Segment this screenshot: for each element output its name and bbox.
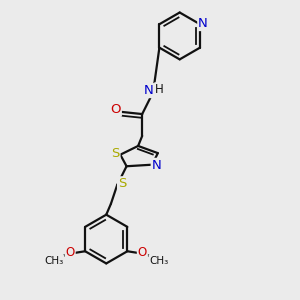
- Text: CH₃: CH₃: [44, 256, 63, 266]
- Text: O: O: [110, 103, 121, 116]
- Text: CH₃: CH₃: [149, 256, 169, 266]
- Text: N: N: [144, 84, 154, 97]
- Text: S: S: [118, 177, 126, 190]
- Text: O: O: [65, 246, 75, 259]
- Text: N: N: [152, 159, 161, 172]
- Text: N: N: [198, 17, 208, 30]
- Text: S: S: [111, 147, 119, 160]
- Text: H: H: [155, 83, 164, 96]
- Text: O: O: [138, 246, 147, 259]
